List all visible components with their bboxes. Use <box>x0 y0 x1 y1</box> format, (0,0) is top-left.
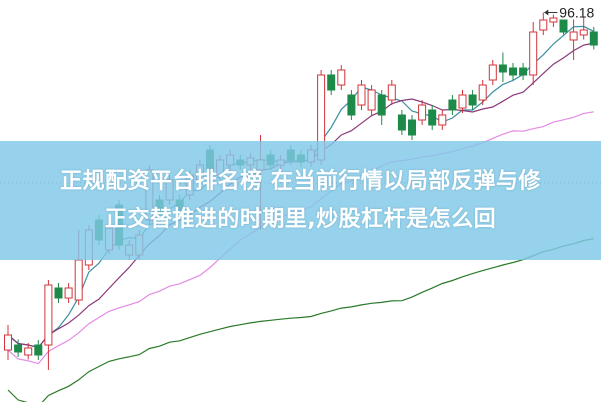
candle <box>509 63 517 80</box>
candle-body <box>357 84 366 106</box>
candle <box>579 17 588 40</box>
candle <box>468 90 477 110</box>
candle-body <box>458 94 467 109</box>
candle <box>408 115 416 140</box>
candle-body <box>387 84 396 101</box>
candle-body <box>478 84 487 101</box>
candle-body <box>468 94 477 106</box>
candle <box>357 80 366 110</box>
candle-body <box>34 344 43 356</box>
candle <box>478 80 487 105</box>
candle-body <box>488 64 497 81</box>
candle-body <box>377 94 386 116</box>
candle <box>397 110 406 135</box>
candle <box>14 339 23 357</box>
candle <box>488 60 497 85</box>
headline-line-2: 正交替推进的时期里,炒股杠杆是怎么回 <box>104 206 497 232</box>
candle <box>569 19 578 60</box>
candle <box>438 110 447 130</box>
candle <box>54 283 63 303</box>
candle-body <box>4 334 12 351</box>
candle-body <box>579 29 588 36</box>
candle-body <box>509 67 517 76</box>
candle <box>418 100 427 125</box>
candle-body <box>397 114 406 131</box>
candle-body <box>539 19 548 31</box>
candle <box>337 65 346 90</box>
candle-body <box>14 344 23 353</box>
candle <box>519 63 528 80</box>
candle-body <box>428 109 437 126</box>
candle <box>327 70 336 95</box>
headline-line-1: 正规配资平台排名榜 在当前行情以局部反弹与修 <box>60 168 541 194</box>
candle-body <box>327 74 336 91</box>
candle <box>539 12 548 35</box>
candle-body <box>24 347 33 356</box>
candle-body <box>367 89 376 111</box>
candle <box>387 80 396 105</box>
candle-body <box>569 31 578 41</box>
candle-body <box>347 94 356 116</box>
candle <box>34 340 43 360</box>
candle-body <box>589 31 598 46</box>
candle-body <box>408 119 416 136</box>
candle-body <box>519 67 528 76</box>
ma40-line <box>7 238 594 402</box>
candle-body <box>418 104 427 121</box>
headline-banner: 正规配资平台排名榜 在当前行情以局部反弹与修 正交替推进的时期里,炒股杠杆是怎么… <box>0 141 601 260</box>
candle <box>64 283 73 303</box>
candle <box>367 85 376 115</box>
candle <box>44 280 53 370</box>
candle <box>377 90 386 125</box>
candle-body <box>529 31 538 76</box>
candle <box>589 27 598 50</box>
candle-body <box>74 259 83 301</box>
candle-body <box>559 19 568 33</box>
candle <box>559 19 568 35</box>
candle-body <box>64 287 73 299</box>
candle <box>458 90 467 113</box>
candle <box>24 343 33 360</box>
candle <box>549 14 558 27</box>
candle-body <box>549 17 558 23</box>
candle-body <box>448 99 457 111</box>
candle-body <box>54 287 63 299</box>
max-price-label: 96.18 <box>559 5 594 21</box>
candle-body <box>438 114 447 126</box>
candle <box>498 52 507 82</box>
candle <box>448 95 457 115</box>
max-arrow-icon <box>544 9 549 16</box>
candle <box>347 90 356 120</box>
candle <box>529 22 538 85</box>
candle-body <box>44 284 53 346</box>
candle-body <box>498 64 507 73</box>
candle <box>4 325 12 360</box>
candle <box>428 105 437 130</box>
candle-body <box>337 69 346 86</box>
